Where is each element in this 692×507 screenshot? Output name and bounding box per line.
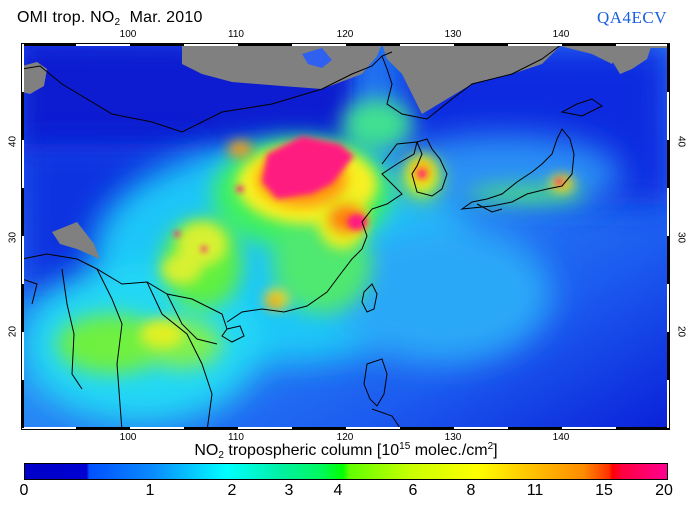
colorbar-tick: 1 bbox=[145, 482, 155, 499]
colorbar-tick: 15 bbox=[595, 482, 613, 499]
top-frame-ticks bbox=[22, 44, 669, 46]
title-date: Mar. 2010 bbox=[129, 9, 203, 26]
colorbar-tick: 3 bbox=[284, 482, 294, 499]
lon-tick-top: 130 bbox=[444, 29, 462, 40]
colorbar bbox=[24, 463, 668, 480]
no-data-regions bbox=[22, 44, 669, 259]
lon-tick-top: 140 bbox=[552, 29, 570, 40]
lat-tick-right: 30 bbox=[675, 231, 687, 244]
colorbar-label-sub: 2 bbox=[218, 450, 224, 461]
lat-tick-left: 20 bbox=[7, 325, 19, 338]
left-frame-ticks bbox=[22, 44, 24, 429]
colorbar-label-exp: 15 bbox=[399, 441, 411, 452]
colorbar-label-units: molec./cm bbox=[410, 442, 488, 459]
colorbar-label-exp2: 2 bbox=[487, 441, 494, 452]
colorbar-tick: 8 bbox=[466, 482, 476, 499]
colorbar-label-end: ] bbox=[493, 442, 498, 459]
lon-tick-bottom: 120 bbox=[336, 432, 354, 443]
lat-tick-left: 30 bbox=[7, 231, 19, 244]
colorbar-tick: 0 bbox=[19, 482, 29, 499]
lon-tick-top: 110 bbox=[228, 29, 244, 40]
bottom-frame-ticks bbox=[22, 427, 669, 429]
lon-tick-bottom: 100 bbox=[119, 432, 137, 443]
colorbar-tick: 20 bbox=[655, 482, 673, 499]
colorbar-tick: 11 bbox=[526, 482, 544, 499]
plot-title: OMI trop. NO2 Mar. 2010 bbox=[17, 9, 203, 28]
right-frame-ticks bbox=[667, 44, 669, 429]
colorbar-tick: 4 bbox=[333, 482, 343, 499]
lon-tick-bottom: 140 bbox=[552, 432, 570, 443]
title-prefix: OMI trop. NO bbox=[17, 9, 115, 26]
lon-tick-bottom: 110 bbox=[228, 432, 244, 443]
colorbar-label-mid: tropospheric column [10 bbox=[223, 442, 400, 459]
lat-tick-right: 20 bbox=[675, 325, 687, 338]
lat-tick-left: 40 bbox=[7, 135, 19, 148]
lat-tick-right: 40 bbox=[675, 135, 687, 148]
coastlines-borders bbox=[22, 44, 603, 429]
colorbar-label: NO2 tropospheric column [1015 molec./cm2… bbox=[0, 441, 692, 461]
map-canvas bbox=[22, 44, 669, 429]
brand-label: QA4ECV bbox=[596, 8, 667, 27]
no2-map bbox=[21, 43, 670, 430]
extreme-no2-magenta bbox=[174, 136, 562, 252]
colorbar-tick: 2 bbox=[227, 482, 237, 499]
lon-tick-top: 120 bbox=[336, 29, 354, 40]
lon-tick-top: 100 bbox=[119, 29, 137, 40]
colorbar-tick: 6 bbox=[408, 482, 418, 499]
title-subscript: 2 bbox=[114, 17, 121, 28]
lon-tick-bottom: 130 bbox=[444, 432, 462, 443]
colorbar-label-prefix: NO bbox=[194, 442, 219, 459]
